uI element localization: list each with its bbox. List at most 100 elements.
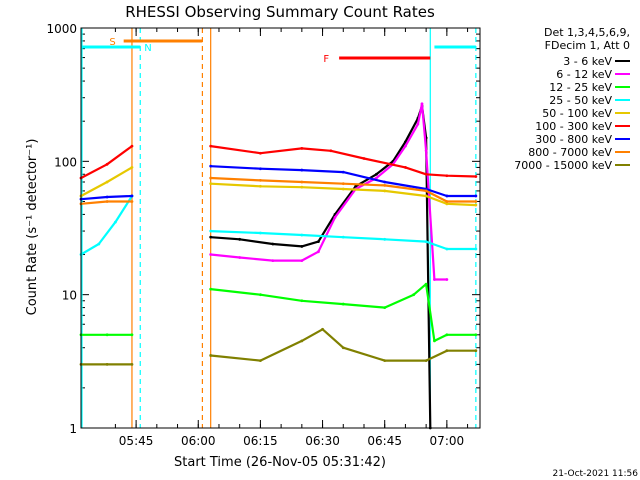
data-point — [105, 162, 109, 166]
series-line — [210, 104, 432, 429]
data-point — [209, 176, 213, 180]
data-point — [321, 327, 324, 331]
data-point — [209, 229, 213, 233]
plot-area: 1 10 100 1000 05:45 06:00 06:15 06:30 06:45 07:00… — [46, 22, 480, 448]
legend-entry-label: 7000 - 15000 keV — [514, 159, 612, 172]
data-point — [259, 178, 262, 182]
data-point — [271, 259, 275, 263]
data-point — [383, 237, 387, 241]
data-point — [424, 189, 428, 193]
flag-label-s: S — [109, 37, 115, 48]
data-point — [209, 253, 213, 256]
data-point — [424, 240, 428, 244]
data-point — [259, 151, 262, 155]
y-tick-label: 1000 — [46, 22, 77, 36]
data-point — [209, 182, 213, 186]
data-point — [375, 172, 378, 176]
data-point — [209, 144, 213, 148]
legend-entry-label: 100 - 300 keV — [535, 120, 612, 133]
data-point — [424, 359, 428, 363]
x-tick-label: 06:00 — [181, 434, 216, 448]
data-point — [433, 339, 436, 343]
legend-entry-label: 50 - 100 keV — [542, 107, 612, 120]
data-point — [474, 194, 478, 198]
x-tick-label: 06:30 — [305, 434, 340, 448]
series-line — [80, 145, 133, 179]
data-point — [474, 333, 478, 337]
data-point — [445, 200, 449, 203]
data-point — [424, 194, 428, 198]
data-point — [329, 149, 333, 153]
data-point — [445, 202, 449, 206]
x-tick-label: 07:00 — [430, 434, 465, 448]
y-axis-label: Count Rate (s⁻¹ detector⁻¹) — [25, 139, 40, 316]
data-point — [474, 247, 478, 251]
data-point — [445, 333, 449, 337]
data-point — [105, 200, 109, 203]
data-point — [209, 164, 213, 168]
data-point — [105, 180, 109, 184]
data-point — [404, 166, 407, 169]
data-point — [300, 259, 304, 263]
plot-frame — [80, 27, 481, 429]
data-point — [424, 172, 428, 176]
data-point — [300, 168, 304, 172]
data-point — [130, 333, 134, 337]
data-point — [105, 333, 109, 337]
series-line — [210, 328, 476, 362]
data-point — [300, 233, 304, 237]
legend-entry-label: 6 - 12 keV — [556, 68, 612, 81]
data-point — [238, 237, 242, 241]
data-point — [445, 247, 449, 251]
data-point — [383, 180, 387, 184]
data-point — [341, 235, 345, 239]
data-point — [474, 203, 478, 207]
flag-label-f: F — [323, 54, 329, 65]
data-point — [300, 180, 304, 184]
data-point — [420, 102, 424, 106]
data-point — [317, 240, 320, 244]
data-point — [130, 144, 134, 148]
data-point — [341, 170, 345, 174]
data-point — [333, 215, 337, 219]
data-point — [424, 149, 428, 153]
data-point — [445, 194, 449, 198]
data-point — [300, 147, 304, 150]
data-point — [238, 256, 242, 259]
legend-header-line: Det 1,3,4,5,6,9, — [544, 26, 630, 39]
legend-entry-label: 300 - 800 keV — [535, 133, 612, 146]
legend-header-line: FDecim 1, Att 0 — [545, 39, 630, 52]
data-point — [416, 122, 420, 126]
legend-entry-label: 12 - 25 keV — [549, 81, 612, 94]
data-point — [375, 176, 378, 180]
x-tick-label: 06:45 — [367, 434, 402, 448]
data-point — [209, 235, 213, 239]
data-point — [300, 185, 304, 189]
data-point — [97, 242, 101, 246]
series-line — [210, 283, 476, 342]
data-point — [341, 302, 345, 306]
data-point — [433, 278, 436, 281]
data-point — [130, 362, 134, 366]
data-point — [341, 187, 345, 191]
data-point — [383, 359, 387, 363]
y-tick-label: 1 — [69, 422, 77, 436]
data-point — [209, 287, 213, 291]
data-point — [259, 359, 262, 363]
y-tick-label: 10 — [62, 289, 77, 303]
data-point — [404, 144, 407, 148]
data-point — [362, 157, 366, 160]
data-point — [474, 349, 478, 353]
data-point — [424, 282, 428, 286]
data-point — [404, 140, 407, 144]
x-axis-label: Start Time (26-Nov-05 05:31:42) — [174, 455, 386, 470]
data-point — [445, 174, 449, 178]
data-point — [300, 245, 304, 248]
x-tick-label: 05:45 — [119, 434, 154, 448]
data-point — [130, 166, 134, 169]
data-point — [300, 299, 304, 303]
data-point — [259, 293, 262, 297]
legend-entry-label: 25 - 50 keV — [549, 94, 612, 107]
legend: Det 1,3,4,5,6,9,FDecim 1, Att 0 3 - 6 keV… — [514, 26, 630, 172]
